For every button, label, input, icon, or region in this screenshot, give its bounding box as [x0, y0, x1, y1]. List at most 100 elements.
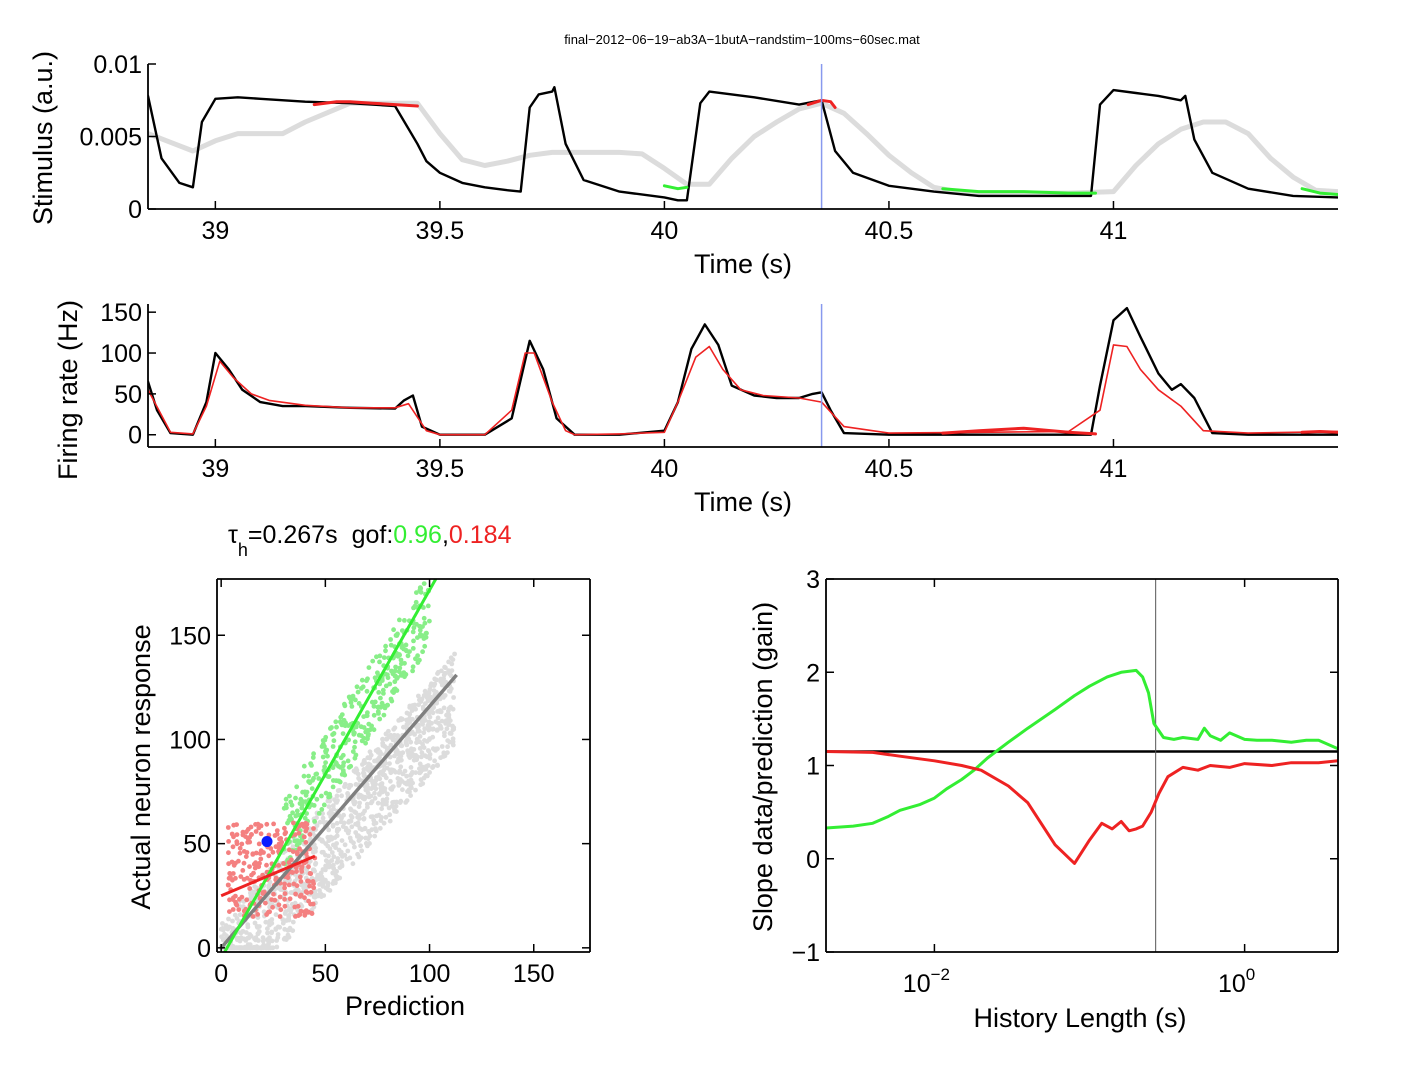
scatter-point-all: [326, 804, 332, 809]
scatter-point-red: [294, 869, 299, 874]
scatter-point-red: [286, 860, 292, 865]
scatter-point-green: [340, 731, 346, 736]
scatter-point-red: [277, 845, 283, 850]
scatter-point-all: [427, 770, 432, 775]
scatter-point-all: [387, 761, 392, 766]
scatter-point-all: [419, 750, 425, 756]
scatter-point-red: [297, 846, 302, 852]
scatter-point-all: [361, 767, 367, 772]
scatter-point-green: [331, 738, 337, 744]
scatter-point-all: [273, 912, 279, 917]
scatter-point-green: [301, 773, 307, 779]
scatter-point-all: [381, 820, 387, 826]
scatter-point-green: [417, 627, 423, 633]
scatter-point-red: [271, 821, 276, 827]
scatter-point-all: [450, 736, 456, 742]
scatter-point-red: [233, 875, 238, 881]
scatter-point-all: [341, 812, 346, 818]
scatter-point-all: [439, 682, 445, 688]
scatter-point-all: [321, 819, 327, 825]
scatter-point-green: [299, 805, 305, 811]
scatter-point-all: [282, 935, 288, 941]
firing-ytick-label: 0: [128, 422, 142, 450]
scatter-point-all: [417, 746, 423, 751]
scatter-point-all: [347, 855, 353, 861]
scatter-point-all: [385, 791, 390, 797]
scatter-point-all: [446, 708, 451, 714]
scatter-point-all: [327, 846, 333, 852]
scatter-point-all: [224, 933, 229, 939]
scatter-point-green: [415, 635, 420, 640]
scatter-point-all: [448, 655, 454, 661]
scatter-fit-gray_fit: [219, 673, 458, 949]
scatter-point-all: [353, 782, 359, 787]
gain-panel: −1 0 1 2 3 10−2 100 History Length (s) Slope d…: [748, 566, 1339, 1033]
scatter-point-all: [237, 912, 243, 918]
scatter-point-green: [356, 701, 362, 706]
scatter-point-all: [266, 941, 271, 947]
scatter-point-red: [274, 828, 280, 833]
scatter-point-red: [296, 830, 302, 836]
scatter-point-red: [230, 907, 236, 912]
scatter-point-green: [405, 653, 411, 659]
scatter-point-all: [373, 828, 379, 834]
scatter-point-all: [265, 926, 270, 932]
scatter-point-all: [406, 778, 411, 784]
scatter-point-all: [365, 755, 371, 761]
stimulus-ytick-label: 0.01: [93, 51, 142, 79]
scatter-point-all: [409, 729, 415, 735]
scatter-point-all: [389, 787, 395, 792]
scatter-point-green: [333, 761, 339, 767]
scatter-point-green: [378, 695, 383, 701]
scatter-point-all: [368, 752, 374, 758]
scatter-point-red: [234, 839, 240, 845]
scatter-point-green: [355, 689, 361, 695]
scatter-point-red: [282, 831, 288, 837]
scatter-point-all: [425, 773, 430, 779]
scatter-point-red: [311, 826, 316, 831]
scatter-point-all: [419, 696, 425, 702]
scatter-point-all: [417, 770, 423, 776]
scatter-point-green: [325, 753, 330, 759]
scatter-point-green: [338, 755, 344, 761]
scatter-point-green: [348, 700, 354, 705]
scatter-point-all: [419, 718, 425, 724]
scatter-point-green: [330, 744, 336, 749]
scatter-xtick-label: 150: [513, 960, 555, 988]
scatter-fit-red: [220, 854, 316, 898]
scatter-point-green: [383, 643, 388, 649]
scatter-point-all: [404, 742, 410, 748]
scatter-point-red: [310, 901, 316, 907]
scatter-point-all: [356, 804, 362, 810]
stimulus-plot: 0 0.005 0.01 39 39.5 40 40.5 41: [79, 51, 1338, 245]
scatter-point-all: [239, 935, 244, 941]
scatter-point-all: [446, 668, 451, 674]
scatter-point-all: [392, 808, 397, 814]
scatter-point-green: [383, 648, 388, 654]
scatter-point-all: [342, 852, 348, 858]
scatter-point-green: [320, 741, 326, 747]
scatter-point-red: [270, 849, 276, 855]
scatter-point-all: [368, 814, 374, 820]
scatter-point-all: [230, 944, 236, 949]
scatter-point-all: [385, 745, 391, 751]
scatter-point-all: [326, 859, 332, 865]
scatter-point-all: [339, 793, 344, 799]
scatter-point-all: [427, 756, 433, 761]
scatter-point-green: [356, 732, 362, 738]
scatter-point-red: [304, 890, 310, 895]
scatter-point-all: [353, 821, 358, 827]
scatter-ytick-label: 100: [169, 726, 211, 754]
scatter-point-green: [328, 726, 333, 731]
scatter-point-all: [334, 869, 339, 874]
scatter-point-red: [277, 914, 283, 919]
scatter-point-red: [301, 834, 307, 840]
scatter-point-red: [245, 839, 251, 845]
firing-series-prediction-highlight: [1300, 430, 1338, 434]
scatter-point-green: [411, 638, 416, 644]
scatter-point-green: [341, 770, 346, 775]
scatter-point-all: [432, 758, 437, 764]
scatter-point-red: [293, 914, 298, 919]
scatter-point-all: [287, 925, 293, 931]
scatter-point-all: [435, 715, 441, 721]
